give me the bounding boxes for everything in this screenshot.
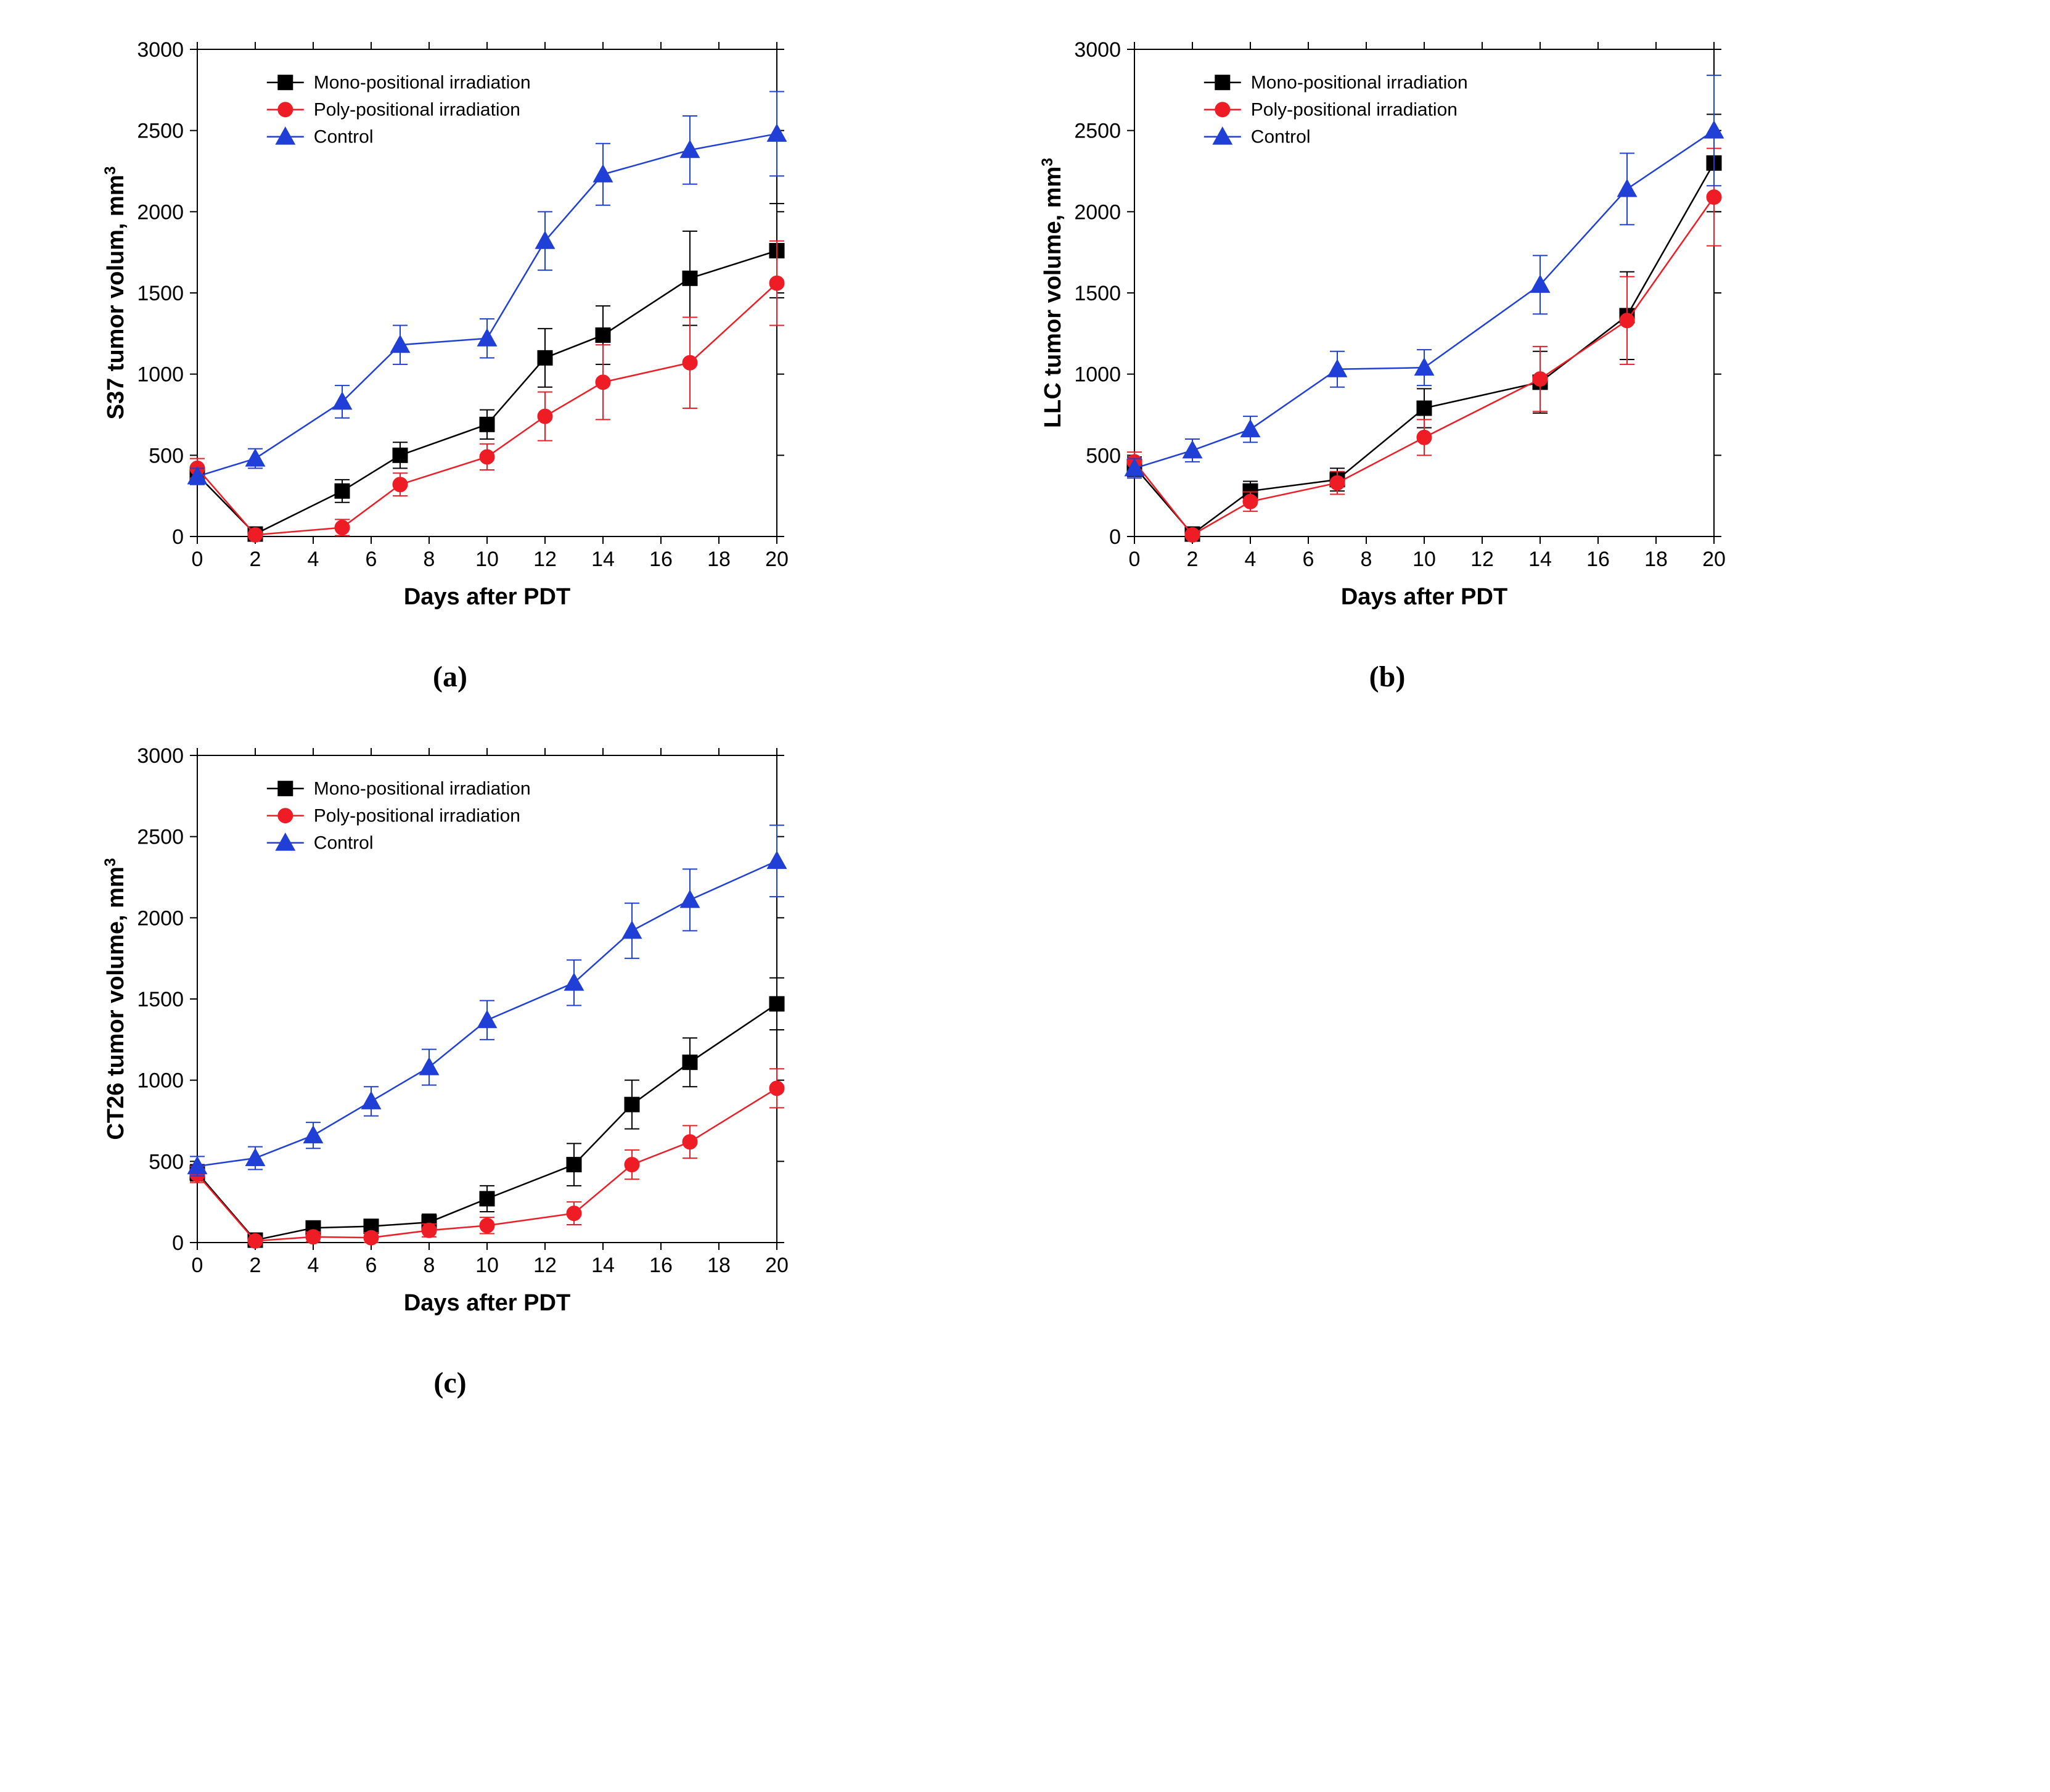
svg-text:8: 8 [424,548,435,571]
svg-text:4: 4 [308,548,319,571]
svg-text:Mono-positional irradiation: Mono-positional irradiation [1251,73,1468,93]
svg-text:2000: 2000 [1074,200,1121,224]
svg-text:18: 18 [707,548,731,571]
svg-text:20: 20 [765,548,789,571]
figure-grid: 0246810121416182005001000150020002500300… [25,25,1813,1400]
svg-text:2500: 2500 [137,826,184,849]
svg-text:Days after PDT: Days after PDT [404,584,570,610]
svg-text:2: 2 [250,548,261,571]
svg-text:16: 16 [649,548,673,571]
svg-text:10: 10 [1412,548,1436,571]
svg-text:0: 0 [192,548,203,571]
svg-text:2500: 2500 [137,120,184,143]
svg-text:2500: 2500 [1074,120,1121,143]
svg-text:10: 10 [475,1254,499,1277]
svg-text:3000: 3000 [137,38,184,62]
svg-text:14: 14 [1528,548,1552,571]
panel-a: 0 2 4 6 8 10 12 14 16 18 20 0 500 1000 1500 2000 2500 300… [25,25,875,694]
svg-text:1500: 1500 [137,282,184,305]
svg-text:Control: Control [314,833,374,853]
chart-a: 0 2 4 6 8 10 12 14 16 18 20 0 500 1000 1500 2000 2500 300… [80,25,820,641]
panel-label-a: (a) [433,660,467,694]
svg-text:8: 8 [1361,548,1372,571]
svg-text:1000: 1000 [137,1069,184,1093]
svg-text:14: 14 [591,548,615,571]
svg-text:Control: Control [1251,127,1311,147]
svg-text:16: 16 [649,1254,673,1277]
svg-text:3000: 3000 [1074,38,1121,62]
svg-text:2000: 2000 [137,200,184,224]
svg-text:Poly-positional irradiation: Poly-positional irradiation [314,100,520,120]
svg-text:18: 18 [1644,548,1668,571]
svg-text:4: 4 [1245,548,1257,571]
svg-text:8: 8 [424,1254,435,1277]
svg-text:10: 10 [475,548,499,571]
svg-text:500: 500 [1086,444,1121,467]
svg-text:2: 2 [250,1254,261,1277]
svg-text:6: 6 [366,548,377,571]
svg-text:14: 14 [591,1254,615,1277]
svg-text:3000: 3000 [137,744,184,768]
svg-text:6: 6 [1303,548,1314,571]
svg-text:12: 12 [533,1254,557,1277]
svg-text:Mono-positional irradiation: Mono-positional irradiation [314,73,531,93]
panel-b: 0 2 4 6 8 10 12 14 16 18 20 0 500 1000 1500 2000 2500 300… [962,25,1813,694]
panel-label-c: (c) [433,1366,466,1400]
panel-label-b: (b) [1369,660,1406,694]
svg-text:LLC tumor volume, mm3: LLC tumor volume, mm3 [1039,158,1067,428]
svg-text:S37 tumor volum, mm3: S37 tumor volum, mm3 [102,166,129,420]
svg-text:500: 500 [149,444,184,467]
svg-text:20: 20 [765,1254,789,1277]
svg-text:12: 12 [533,548,557,571]
panel-c: 0 2 4 6 8 10 12 14 16 18 20 0 500 1000 1500 2000 2500 300… [25,731,875,1400]
svg-text:CT26 tumor volume, mm3: CT26 tumor volume, mm3 [102,858,129,1140]
svg-text:18: 18 [707,1254,731,1277]
svg-text:20: 20 [1702,548,1726,571]
svg-text:0: 0 [1129,548,1141,571]
svg-text:1500: 1500 [1074,282,1121,305]
chart-c: 0 2 4 6 8 10 12 14 16 18 20 0 500 1000 1500 2000 2500 300… [80,731,820,1347]
svg-text:16: 16 [1586,548,1610,571]
svg-text:2: 2 [1187,548,1199,571]
chart-b: 0 2 4 6 8 10 12 14 16 18 20 0 500 1000 1500 2000 2500 300… [1017,25,1757,641]
svg-text:Days after PDT: Days after PDT [404,1290,570,1316]
svg-text:Days after PDT: Days after PDT [1341,584,1507,610]
svg-text:0: 0 [172,525,184,549]
svg-text:6: 6 [366,1254,377,1277]
svg-text:Poly-positional irradiation: Poly-positional irradiation [1251,100,1458,120]
svg-text:500: 500 [149,1150,184,1173]
svg-text:4: 4 [308,1254,319,1277]
svg-text:1500: 1500 [137,988,184,1011]
svg-text:2000: 2000 [137,906,184,930]
svg-text:Control: Control [314,127,374,147]
svg-text:Mono-positional irradiation: Mono-positional irradiation [314,779,531,799]
svg-text:1000: 1000 [1074,363,1121,387]
svg-text:0: 0 [1109,525,1121,549]
svg-text:12: 12 [1470,548,1494,571]
svg-text:0: 0 [172,1231,184,1255]
svg-text:Poly-positional irradiation: Poly-positional irradiation [314,806,520,826]
svg-text:0: 0 [192,1254,203,1277]
svg-text:1000: 1000 [137,363,184,387]
